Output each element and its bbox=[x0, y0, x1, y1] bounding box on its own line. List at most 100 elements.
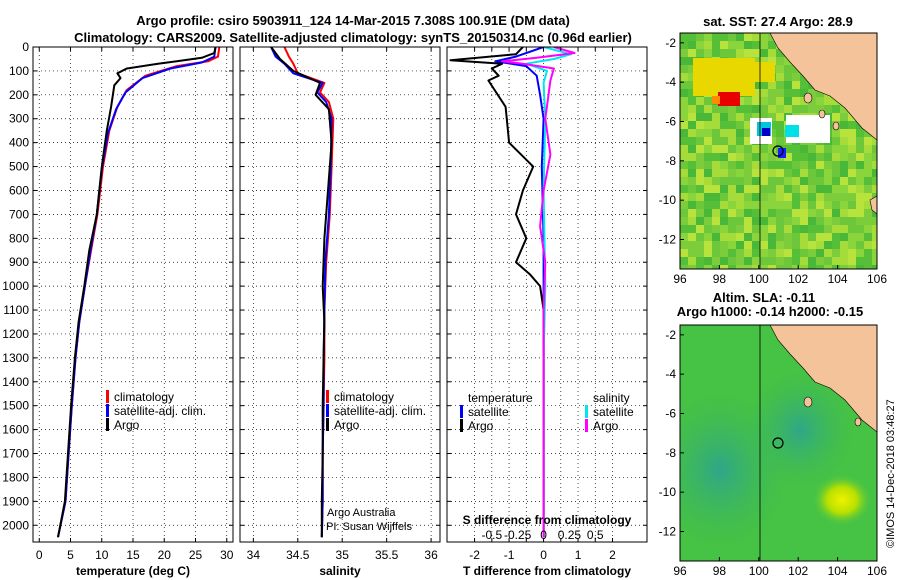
depth-tick-label: 1500 bbox=[2, 399, 29, 413]
sst-cell bbox=[680, 129, 688, 137]
sst-cell bbox=[824, 193, 832, 201]
sst-cell bbox=[800, 169, 808, 177]
sst-cell bbox=[856, 145, 864, 153]
sst-cell bbox=[792, 209, 800, 217]
sst-cell bbox=[832, 233, 840, 241]
sst-cell bbox=[736, 257, 744, 265]
difference-xtick-label: 1 bbox=[575, 548, 582, 562]
difference-frame bbox=[446, 46, 648, 543]
sst-cell bbox=[816, 145, 824, 153]
sst-map-title: sat. SST: 27.4 Argo: 28.9 bbox=[703, 14, 853, 29]
sst-cell bbox=[768, 225, 776, 233]
sst-cell bbox=[800, 217, 808, 225]
sst-cell bbox=[856, 257, 864, 265]
sst-cell bbox=[784, 257, 792, 265]
sst-cell bbox=[776, 73, 784, 81]
sst-cell bbox=[816, 265, 824, 269]
sst-cell bbox=[752, 225, 760, 233]
sst-cell bbox=[704, 193, 712, 201]
difference-xtick-label: 2 bbox=[609, 548, 616, 562]
figure-title-line1: Argo profile: csiro 5903911_124 14-Mar-2… bbox=[136, 13, 570, 28]
sst-cell bbox=[760, 193, 768, 201]
sst-cell bbox=[760, 153, 768, 161]
temperature-xtick-label: 30 bbox=[220, 548, 234, 562]
sst-cell bbox=[696, 249, 704, 257]
depth-tick-label: 1600 bbox=[2, 423, 29, 437]
sst-map-xtick-label: 102 bbox=[788, 272, 808, 286]
sst-cell bbox=[712, 217, 720, 225]
sst-cell bbox=[760, 249, 768, 257]
sst-cell bbox=[736, 137, 744, 145]
sst-cell bbox=[736, 193, 744, 201]
sst-cell bbox=[720, 193, 728, 201]
legend-swatch-s-argo bbox=[585, 419, 588, 432]
sst-cell bbox=[752, 49, 760, 57]
sst-cell bbox=[784, 177, 792, 185]
sst-cell bbox=[816, 233, 824, 241]
sst-cell bbox=[752, 153, 760, 161]
sst-cell bbox=[680, 73, 688, 81]
sst-cell bbox=[680, 169, 688, 177]
sst-cell bbox=[840, 121, 848, 129]
sst-cell bbox=[728, 217, 736, 225]
island bbox=[818, 109, 826, 119]
sst-cell bbox=[688, 257, 696, 265]
sst-cell bbox=[816, 177, 824, 185]
sst-cell bbox=[744, 129, 752, 137]
sst-cell bbox=[800, 193, 808, 201]
sst-cell bbox=[808, 241, 816, 249]
sst-cell bbox=[720, 209, 728, 217]
sst-cell bbox=[680, 193, 688, 201]
sst-cell bbox=[832, 249, 840, 257]
sst-map-xtick-label: 98 bbox=[713, 272, 727, 286]
sst-cell bbox=[808, 145, 816, 153]
sst-cell bbox=[768, 185, 776, 193]
sst-cell bbox=[696, 137, 704, 145]
sst-cell bbox=[816, 249, 824, 257]
salinity-xtick-label: 35.5 bbox=[375, 548, 399, 562]
sst-cell bbox=[768, 169, 776, 177]
sst-cell bbox=[728, 257, 736, 265]
sla-map-xtick-label: 106 bbox=[867, 564, 887, 578]
sla-map-ytick-label: -6 bbox=[665, 407, 676, 421]
sst-cell bbox=[760, 49, 768, 57]
sst-cell bbox=[776, 89, 784, 97]
sst-cell bbox=[792, 81, 800, 89]
sst-cell bbox=[800, 257, 808, 265]
sst-cell bbox=[816, 217, 824, 225]
sst-cell bbox=[688, 65, 696, 73]
sst-cell bbox=[712, 233, 720, 241]
legend-label-satellite-clim: satellite-adj. clim. bbox=[334, 404, 426, 418]
sst-cell bbox=[872, 209, 877, 217]
sst-cell bbox=[840, 105, 848, 113]
sst-cell bbox=[696, 97, 704, 105]
sst-cell bbox=[744, 169, 752, 177]
sst-cell bbox=[688, 81, 696, 89]
sst-cell bbox=[688, 145, 696, 153]
sst-cell bbox=[736, 265, 744, 269]
sst-cell bbox=[712, 249, 720, 257]
t-difference-axis-label: T difference from climatology bbox=[463, 564, 631, 578]
sst-cell bbox=[752, 177, 760, 185]
sst-cell bbox=[752, 161, 760, 169]
sst-cell bbox=[704, 129, 712, 137]
sst-map-content bbox=[680, 33, 877, 269]
sst-cell bbox=[824, 169, 832, 177]
legend-label-s-satellite: satellite bbox=[593, 405, 634, 419]
sst-cell bbox=[840, 209, 848, 217]
sst-cell bbox=[704, 241, 712, 249]
sst-cell bbox=[704, 177, 712, 185]
sst-cell bbox=[840, 177, 848, 185]
sst-cell bbox=[800, 81, 808, 89]
sst-cell bbox=[720, 177, 728, 185]
sst-cell bbox=[712, 201, 720, 209]
sst-cell bbox=[808, 265, 816, 269]
sst-cell bbox=[816, 185, 824, 193]
sst-cell bbox=[688, 209, 696, 217]
sst-cell bbox=[680, 161, 688, 169]
sst-cell bbox=[800, 89, 808, 97]
salinity-series-argo bbox=[270, 47, 333, 538]
sst-cell bbox=[800, 185, 808, 193]
sst-cell bbox=[720, 145, 728, 153]
sla-map-xtick-label: 96 bbox=[673, 564, 687, 578]
